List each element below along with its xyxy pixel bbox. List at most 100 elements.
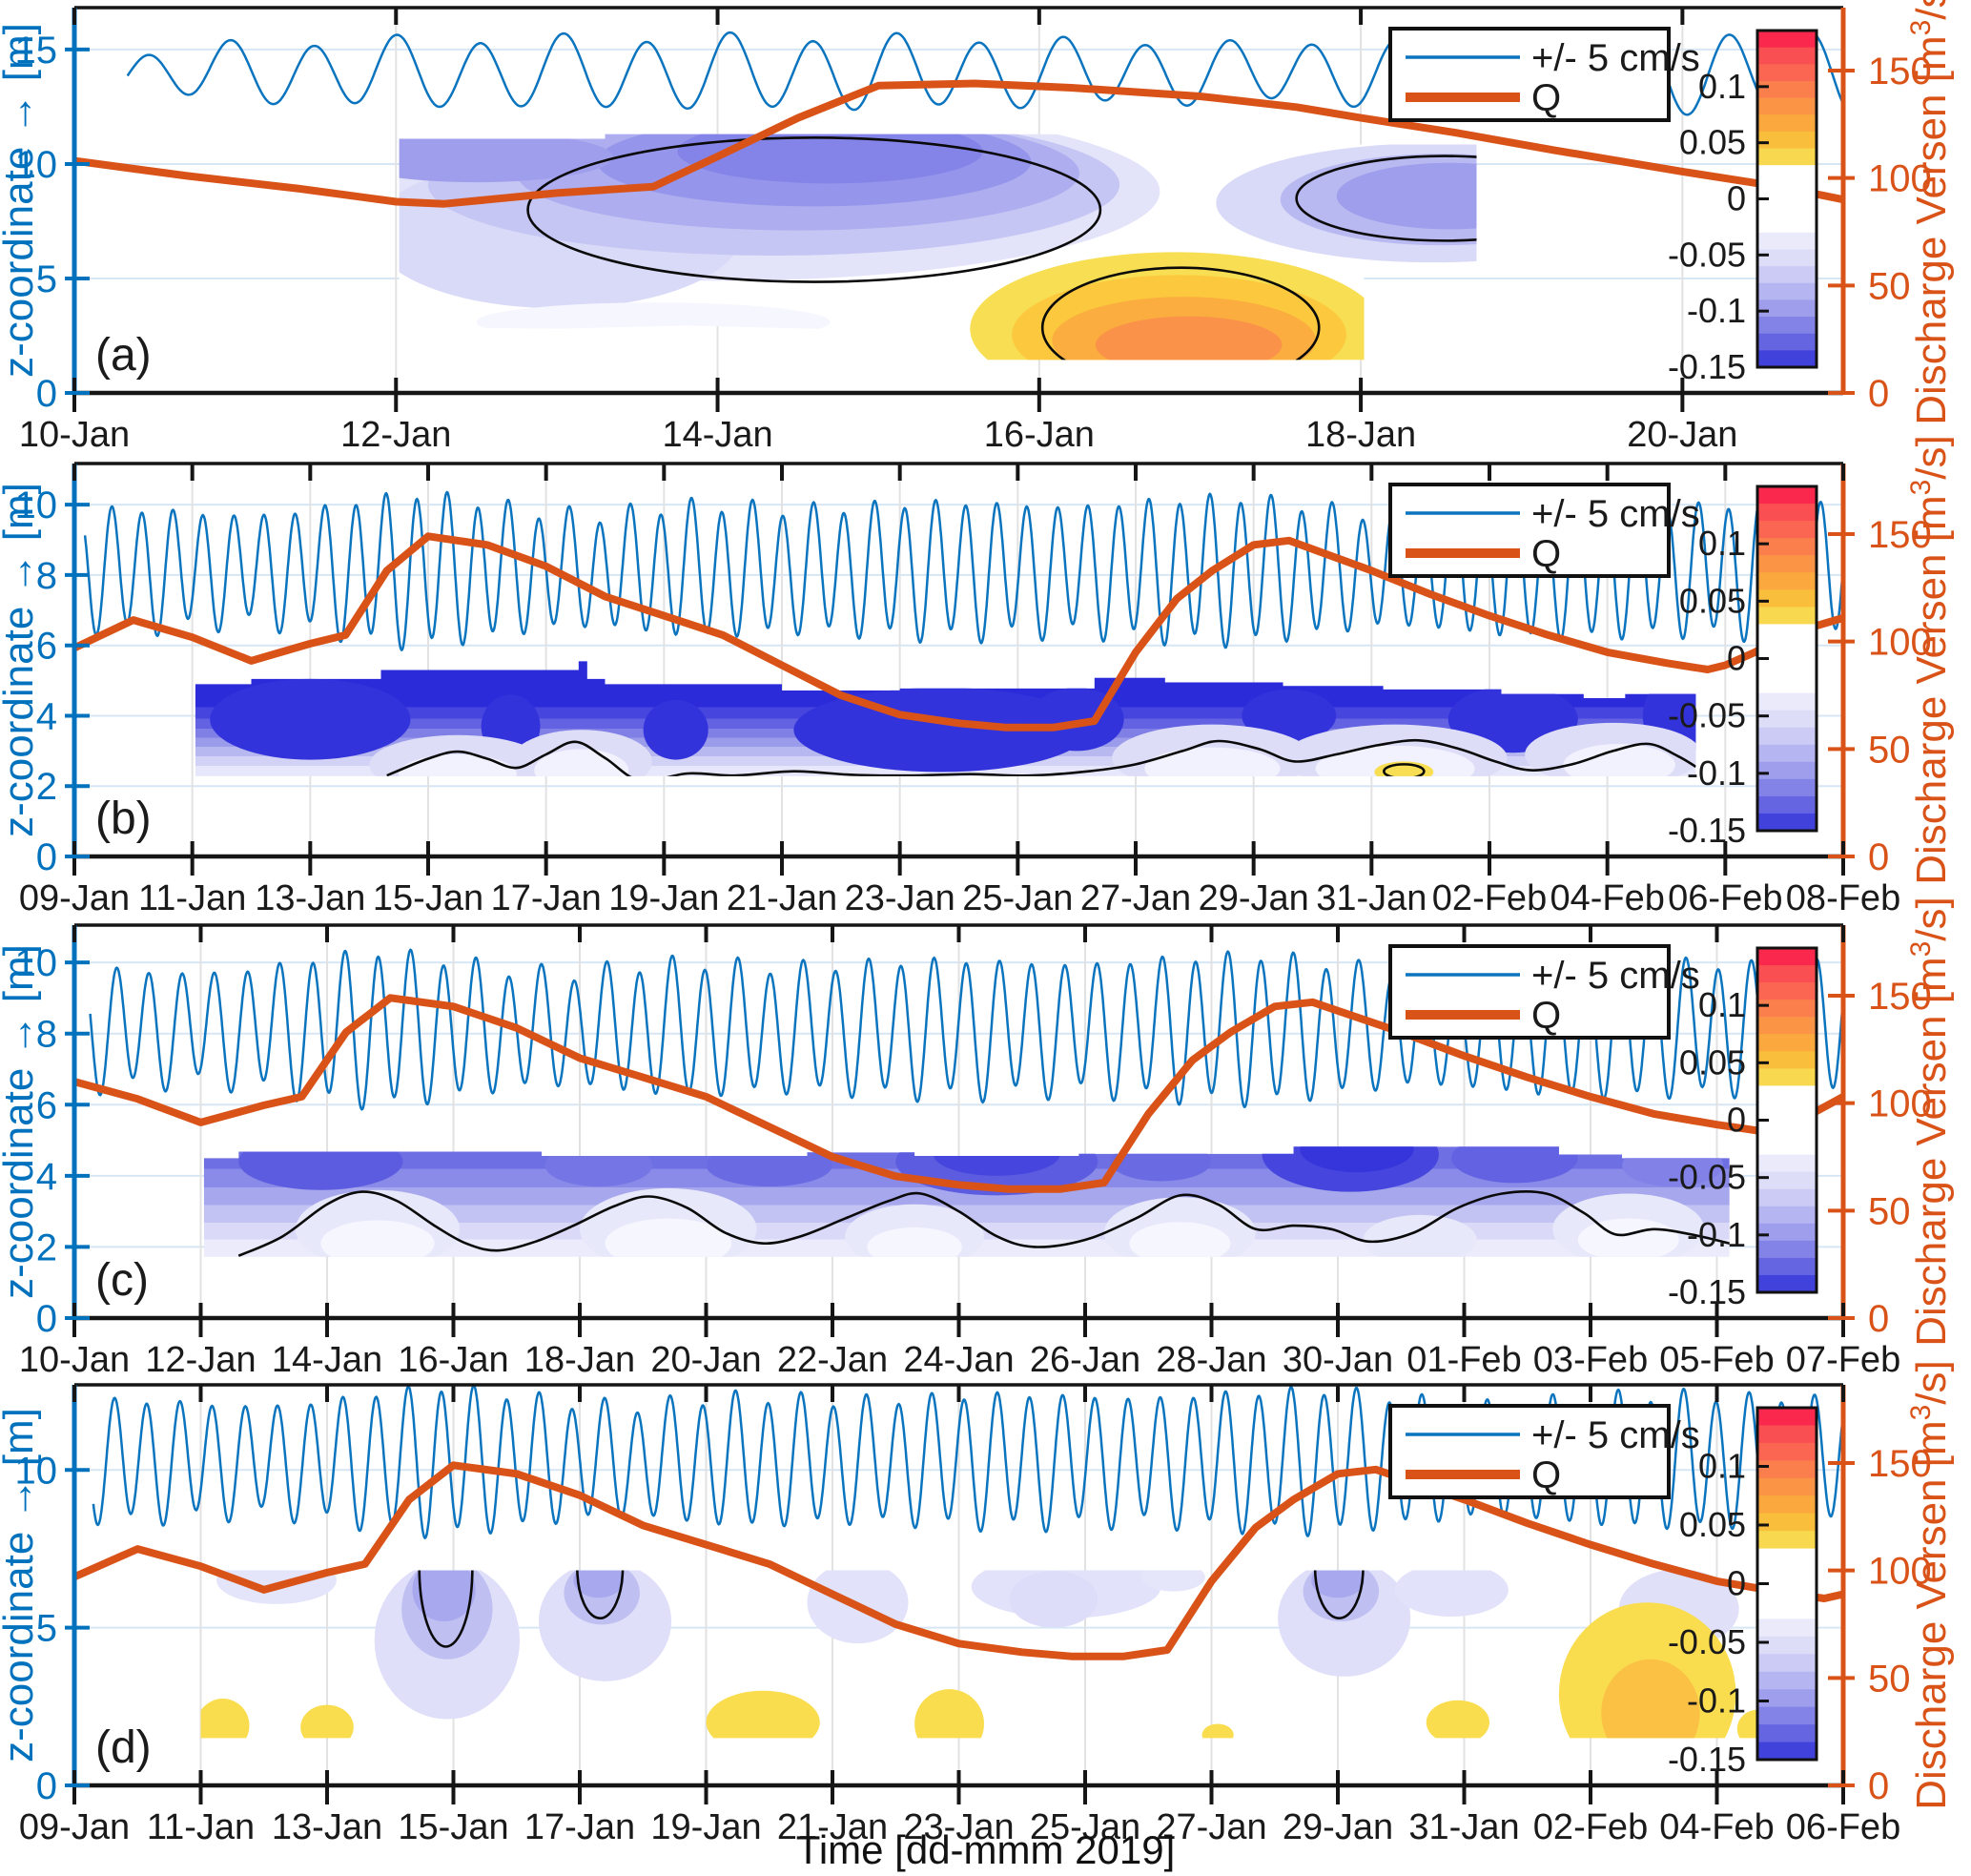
colorbar-tick-label: -0.05 xyxy=(1668,696,1746,735)
right-axis-title: Discharge Versen [m3/s] xyxy=(1905,1360,1955,1810)
legend-label-discharge: Q xyxy=(1531,995,1561,1037)
x-tick-label: 18-Jan xyxy=(524,1340,635,1380)
left-axis-title: z-coordinate → [m] xyxy=(0,23,42,378)
left-axis-title: z-coordinate → [m] xyxy=(0,1408,42,1763)
z-tick-label: 10 xyxy=(15,484,58,526)
colorbar-tick-label: 0.05 xyxy=(1679,1042,1746,1082)
q-tick-label: 100 xyxy=(1868,1551,1932,1593)
x-tick-label: 25-Jan xyxy=(1030,1807,1140,1847)
x-tick-label: 19-Jan xyxy=(650,1807,761,1847)
colorbar-tick-label: 0.1 xyxy=(1698,524,1746,563)
colorbar-tick-label: -0.15 xyxy=(1668,811,1746,850)
colorbar-tick-label: -0.05 xyxy=(1668,1622,1746,1661)
q-tick-label: 0 xyxy=(1868,1765,1889,1807)
colorbar-tick-label: -0.1 xyxy=(1687,1681,1746,1721)
legend-label-discharge: Q xyxy=(1531,77,1561,119)
q-tick-label: 50 xyxy=(1868,729,1911,771)
x-tick-label: 12-Jan xyxy=(340,415,451,455)
colorbar-tick-label: -0.1 xyxy=(1687,291,1746,330)
x-tick-label: 04-Feb xyxy=(1550,878,1664,918)
colorbar-tick-label: 0 xyxy=(1727,639,1746,678)
right-axis-title: Discharge Versen [m3/s] xyxy=(1905,897,1955,1347)
q-tick-label: 0 xyxy=(1868,836,1889,878)
z-tick-label: 10 xyxy=(15,1450,58,1492)
q-tick-label: 100 xyxy=(1868,622,1932,664)
x-tick-label: 06-Feb xyxy=(1786,1807,1900,1847)
x-tick-label: 21-Jan xyxy=(777,1807,888,1847)
z-tick-label: 15 xyxy=(15,30,58,72)
x-tick-label: 07-Feb xyxy=(1786,1340,1900,1380)
x-tick-label: 31-Jan xyxy=(1408,1807,1519,1847)
legend-a: +/- 5 cm/sQ xyxy=(1388,27,1700,122)
q-tick-label: 100 xyxy=(1868,1083,1932,1125)
colorbar-tick-label: 0.05 xyxy=(1679,123,1746,162)
panel-letter-d: (d) xyxy=(95,1722,152,1773)
left-axis-title: z-coordinate → [m] xyxy=(0,944,42,1299)
x-tick-label: 11-Jan xyxy=(147,1807,255,1847)
x-tick-label: 27-Jan xyxy=(1080,878,1191,918)
tide-line-d xyxy=(92,1385,1843,1540)
colorbar-d: 0.1 0.05 0 -0.05 -0.1 -0.15 xyxy=(1668,1406,1818,1779)
panel-letter-a: (a) xyxy=(95,330,152,381)
x-tick-label: 10-Jan xyxy=(19,415,130,455)
x-tick-label: 18-Jan xyxy=(1305,415,1416,455)
x-tick-label: 23-Jan xyxy=(845,878,955,918)
x-tick-label: 09-Jan xyxy=(19,1807,130,1847)
x-axis-title: Time [dd-mmm 2019] xyxy=(795,1827,1176,1872)
x-tick-label: 10-Jan xyxy=(19,1340,130,1380)
q-tick-label: 0 xyxy=(1868,373,1889,415)
legend-d: +/- 5 cm/sQ xyxy=(1388,1404,1700,1499)
q-tick-label: 0 xyxy=(1868,1298,1889,1340)
x-tick-label: 16-Jan xyxy=(398,1340,508,1380)
x-tick-label: 12-Jan xyxy=(145,1340,256,1380)
legend-label-tide: +/- 5 cm/s xyxy=(1531,1414,1700,1456)
q-tick-label: 150 xyxy=(1868,976,1932,1018)
colorbar-tick-label: -0.1 xyxy=(1687,753,1746,793)
z-tick-label: 0 xyxy=(36,1298,57,1340)
z-tick-label: 5 xyxy=(36,258,57,300)
z-tick-label: 4 xyxy=(36,1156,57,1198)
x-tick-label: 17-Jan xyxy=(524,1807,635,1847)
discharge-line-a xyxy=(74,79,1843,208)
colorbar-tick-label: 0.1 xyxy=(1698,985,1746,1024)
x-tick-label: 08-Feb xyxy=(1786,878,1900,918)
x-tick-label: 17-Jan xyxy=(491,878,602,918)
z-tick-label: 10 xyxy=(15,144,58,186)
x-tick-label: 29-Jan xyxy=(1199,878,1309,918)
x-tick-label: 02-Feb xyxy=(1533,1807,1648,1847)
x-tick-label: 14-Jan xyxy=(662,415,772,455)
legend-c: +/- 5 cm/sQ xyxy=(1388,944,1700,1040)
q-tick-label: 150 xyxy=(1868,514,1932,556)
discharge-line-b xyxy=(74,532,1843,732)
contour-field-d xyxy=(200,1570,1775,1739)
contour-field-b xyxy=(195,661,1696,776)
x-tick-label: 26-Jan xyxy=(1030,1340,1140,1380)
x-tick-label: 04-Feb xyxy=(1659,1807,1774,1847)
contour-field-c xyxy=(203,1146,1730,1257)
legend-label-tide: +/- 5 cm/s xyxy=(1531,493,1700,535)
panel-letter-c: (c) xyxy=(95,1255,149,1306)
legend-label-discharge: Q xyxy=(1531,533,1561,575)
q-tick-label: 50 xyxy=(1868,1190,1911,1232)
x-tick-label: 13-Jan xyxy=(272,1807,382,1847)
q-tick-label: 50 xyxy=(1868,265,1911,307)
colorbar-tick-label: 0.1 xyxy=(1698,1447,1746,1486)
z-tick-label: 0 xyxy=(36,836,57,878)
x-tick-label: 24-Jan xyxy=(903,1340,1014,1380)
legend-b: +/- 5 cm/sQ xyxy=(1388,483,1700,578)
x-tick-label: 13-Jan xyxy=(255,878,365,918)
x-tick-label: 20-Jan xyxy=(1627,415,1737,455)
x-tick-label: 14-Jan xyxy=(272,1340,382,1380)
z-tick-label: 8 xyxy=(36,555,57,597)
x-tick-label: 02-Feb xyxy=(1432,878,1547,918)
x-tick-label: 16-Jan xyxy=(984,415,1095,455)
discharge-line-d xyxy=(74,1461,1843,1660)
x-tick-label: 11-Jan xyxy=(138,878,246,918)
x-tick-label: 30-Jan xyxy=(1283,1340,1393,1380)
x-tick-label: 05-Feb xyxy=(1659,1340,1774,1380)
x-tick-label: 15-Jan xyxy=(373,878,483,918)
contour-field-a xyxy=(399,134,1477,361)
legend-label-discharge: Q xyxy=(1531,1454,1561,1496)
colorbar-tick-label: -0.1 xyxy=(1687,1215,1746,1254)
